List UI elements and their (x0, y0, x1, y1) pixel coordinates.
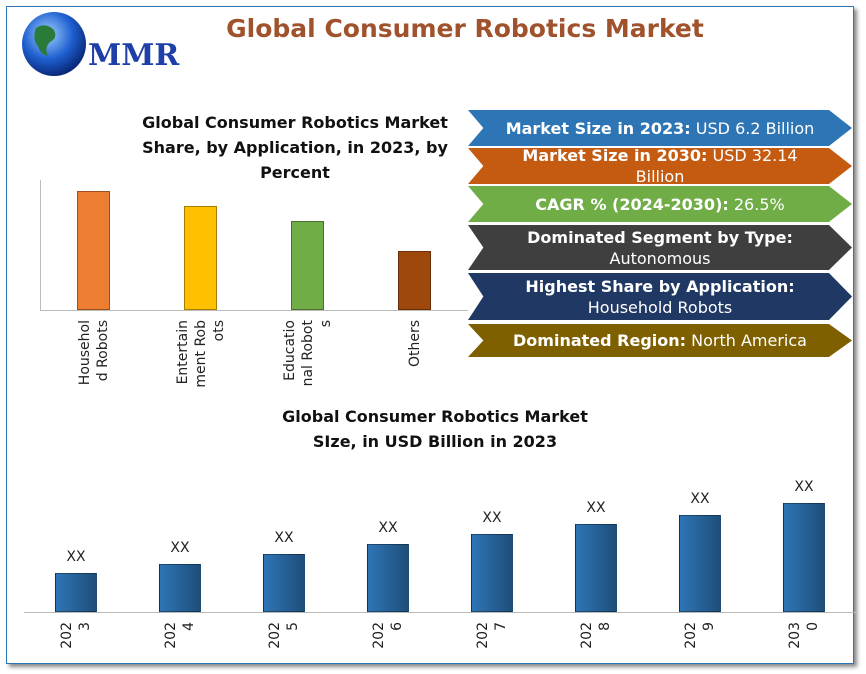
data-label: XX (482, 509, 502, 526)
bar (55, 573, 97, 612)
x-tick-label: 2026 (368, 622, 408, 650)
chart-title: Global Consumer Robotics Market (142, 113, 448, 132)
highlight-text: Market Size in 2023: USD 6.2 Billion (506, 118, 815, 139)
x-tick-label: 2030 (784, 622, 824, 650)
bar (783, 503, 825, 612)
data-label: XX (690, 490, 710, 507)
x-tick-label: Educational Robots (281, 320, 334, 388)
highlight-value: 26.5% (733, 194, 785, 214)
highlight-label: Dominated Segment by Type: (527, 227, 793, 247)
bar (77, 191, 110, 310)
bar (367, 543, 409, 612)
highlight-value: North America (691, 331, 807, 350)
bar (159, 564, 201, 612)
highlight-label: Market Size in 2030: (522, 146, 708, 165)
y-axis (40, 180, 41, 310)
highlight-banner: CAGR % (2024-2030): 26.5% (468, 186, 852, 222)
x-tick-text: Others (406, 320, 423, 368)
highlight-banner: Highest Share by Application: Household … (468, 273, 852, 320)
bar (398, 250, 431, 310)
highlight-value: Autonomous (609, 248, 711, 268)
x-tick-text: 2023 (59, 622, 93, 649)
x-axis (24, 612, 856, 613)
x-tick-text: Entertainment Robots (174, 320, 227, 388)
highlight-banner: Market Size in 2023: USD 6.2 Billion (468, 110, 852, 146)
x-tick-label: 2025 (264, 622, 304, 650)
highlight-label: Highest Share by Application: (525, 276, 795, 296)
x-tick-text: 2024 (163, 622, 197, 649)
x-tick-label: Household Robots (70, 320, 118, 388)
page-title: Global Consumer Robotics Market (226, 14, 704, 43)
x-tick-text: 2026 (371, 622, 405, 649)
highlight-value: USD 32.14 Billion (635, 146, 798, 186)
logo-text: MMR (88, 38, 180, 73)
bar (575, 523, 617, 612)
data-label: XX (66, 549, 86, 566)
highlight-banner: Dominated Region: North America (468, 324, 852, 357)
x-tick-label: 2027 (472, 622, 512, 650)
bar (471, 533, 513, 612)
highlight-text: CAGR % (2024-2030): 26.5% (535, 194, 784, 215)
highlight-label: Market Size in 2023: (505, 118, 691, 138)
logo-globe (22, 12, 86, 76)
highlight-value: USD 6.2 Billion (695, 118, 815, 138)
x-axis (40, 310, 468, 311)
chart-title: SIze, in USD Billion in 2023 (312, 432, 558, 451)
data-label: XX (378, 519, 398, 536)
x-tick-text: 2027 (475, 622, 509, 649)
highlight-text: Dominated Segment by Type: Autonomous (498, 227, 822, 269)
x-tick-text: 2030 (787, 622, 821, 649)
data-label: XX (170, 540, 190, 557)
bar (291, 220, 324, 310)
chart-title: Share, by Application, in 2023, by Perce… (142, 138, 448, 182)
x-tick-label: 2024 (160, 622, 200, 650)
x-tick-text: 2029 (683, 622, 717, 649)
highlight-label: CAGR % (2024-2030): (535, 194, 729, 214)
data-label: XX (586, 499, 606, 516)
x-tick-text: Household Robots (76, 320, 111, 386)
x-tick-text: 2028 (579, 622, 613, 649)
frame (6, 6, 854, 664)
x-tick-label: 2023 (56, 622, 96, 650)
x-tick-label: Others (391, 320, 439, 388)
highlight-banner: Market Size in 2030: USD 32.14 Billion (468, 148, 852, 184)
bar (263, 554, 305, 612)
data-label: XX (794, 479, 814, 496)
bar (184, 206, 217, 310)
highlight-text: Highest Share by Application: Household … (498, 276, 822, 318)
x-tick-label: Entertainment Robots (174, 320, 227, 388)
x-tick-label: 2029 (680, 622, 720, 650)
highlight-banner: Dominated Segment by Type: Autonomous (468, 225, 852, 270)
highlight-value: Household Robots (587, 297, 733, 317)
highlight-text: Dominated Region: North America (513, 330, 807, 351)
highlight-label: Dominated Region: (513, 331, 687, 350)
x-tick-text: Educational Robots (281, 320, 334, 387)
chart-title: Global Consumer Robotics Market (282, 407, 588, 426)
data-label: XX (274, 530, 294, 547)
bar (679, 514, 721, 612)
x-tick-label: 2028 (576, 622, 616, 650)
highlight-text: Market Size in 2030: USD 32.14 Billion (498, 146, 822, 186)
x-tick-text: 2025 (267, 622, 301, 649)
